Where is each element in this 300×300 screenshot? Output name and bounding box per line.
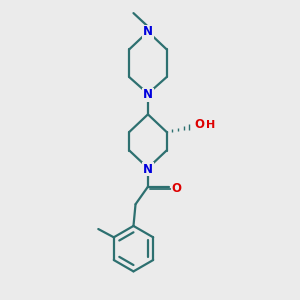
Text: H: H — [206, 120, 215, 130]
Text: N: N — [143, 25, 153, 38]
Text: N: N — [143, 163, 153, 176]
Text: N: N — [143, 88, 153, 101]
Text: O: O — [172, 182, 182, 195]
Text: O: O — [195, 118, 205, 131]
